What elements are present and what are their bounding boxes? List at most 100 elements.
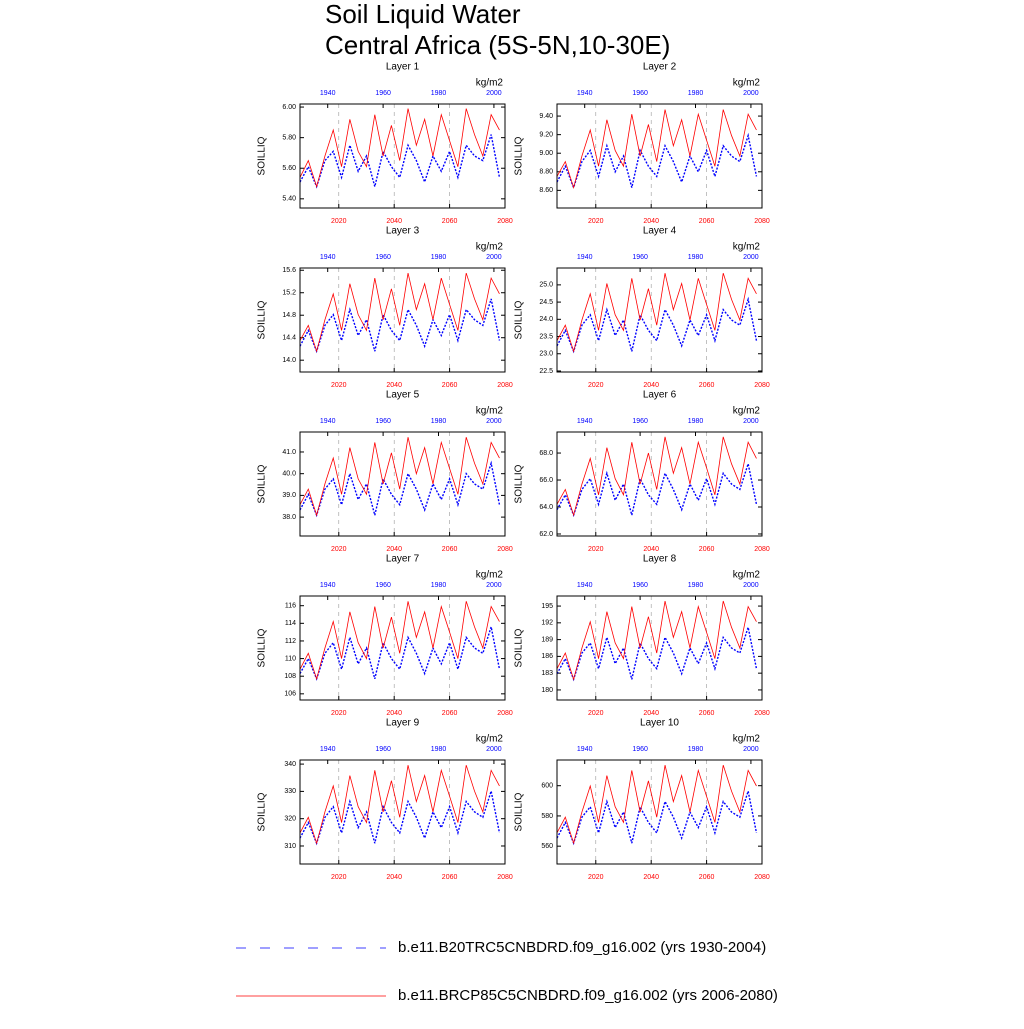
x-tick-label: 2080 (497, 382, 513, 389)
series-line (556, 788, 758, 846)
x-tick-label: 2020 (588, 710, 604, 717)
y-axis-label: SOILLIQ (257, 628, 268, 667)
units-label: kg/m2 (733, 734, 761, 745)
y-axis-label: SOILLIQ (257, 300, 268, 339)
x-tick-label: 2080 (754, 382, 770, 389)
x-tick-label: 2060 (442, 218, 458, 225)
y-tick-label: 8.80 (539, 169, 553, 176)
figure-subtitle: Central Africa (5S-5N,10-30E) (325, 30, 670, 60)
x2-tick-label: 1960 (632, 90, 648, 97)
series-line (299, 790, 501, 846)
series-line (556, 600, 757, 681)
x-tick-label: 2020 (331, 874, 347, 881)
y-tick-label: 14.0 (282, 357, 296, 364)
x2-tick-label: 1980 (431, 254, 447, 261)
x2-tick-label: 2000 (743, 418, 759, 425)
x-tick-label: 2020 (588, 218, 604, 225)
plot-frame (299, 759, 506, 865)
x-tick-label: 2080 (754, 546, 770, 553)
y-axis-label: SOILLIQ (514, 136, 525, 175)
x2-tick-label: 2000 (743, 90, 759, 97)
x2-tick-label: 1960 (375, 418, 391, 425)
y-tick-label: 330 (284, 788, 296, 795)
series-line (299, 765, 500, 845)
y-tick-label: 340 (284, 761, 296, 768)
panel-title: Layer 7 (386, 554, 420, 565)
x-tick-label: 2080 (497, 710, 513, 717)
y-tick-label: 112 (285, 638, 296, 645)
x2-tick-label: 1960 (632, 746, 648, 753)
x-tick-label: 2060 (699, 382, 715, 389)
x2-tick-label: 1980 (688, 418, 704, 425)
y-tick-label: 41.0 (282, 449, 296, 456)
y-tick-label: 580 (541, 813, 553, 820)
x2-tick-label: 1980 (688, 746, 704, 753)
plot-frame (299, 267, 506, 373)
y-tick-label: 5.40 (282, 196, 296, 203)
x-tick-label: 2040 (643, 874, 659, 881)
y-tick-label: 186 (541, 653, 553, 660)
units-label: kg/m2 (476, 78, 504, 89)
y-tick-label: 14.4 (282, 335, 296, 342)
x-tick-label: 2080 (754, 218, 770, 225)
y-tick-label: 25.0 (539, 282, 553, 289)
y-tick-label: 9.20 (539, 131, 553, 138)
figure-title: Soil Liquid Water (325, 0, 521, 29)
plot-frame (556, 759, 763, 865)
series-line (556, 296, 758, 354)
x2-tick-label: 1940 (577, 582, 593, 589)
x-tick-label: 2040 (386, 546, 402, 553)
y-tick-label: 68.0 (539, 450, 553, 457)
y-tick-label: 560 (541, 843, 553, 850)
x2-tick-label: 1940 (577, 90, 593, 97)
x2-tick-label: 1960 (632, 418, 648, 425)
x2-tick-label: 2000 (486, 582, 502, 589)
y-tick-label: 110 (285, 655, 296, 662)
x2-tick-label: 1940 (320, 746, 336, 753)
y-tick-label: 8.60 (539, 187, 553, 194)
x2-tick-label: 2000 (486, 254, 502, 261)
series-line (556, 436, 757, 517)
y-axis-label: SOILLIQ (514, 300, 525, 339)
x-tick-label: 2060 (699, 546, 715, 553)
x2-tick-label: 2000 (743, 582, 759, 589)
y-tick-label: 15.6 (282, 267, 296, 274)
series-line (556, 273, 757, 353)
y-axis-label: SOILLIQ (257, 136, 268, 175)
x2-tick-label: 1940 (577, 254, 593, 261)
y-tick-label: 9.40 (539, 113, 553, 120)
legend-label: b.e11.BRCP85C5CNBDRD.f09_g16.002 (yrs 20… (398, 987, 778, 1004)
plot-frame (556, 267, 763, 373)
x-tick-label: 2040 (386, 874, 402, 881)
x-tick-label: 2020 (588, 546, 604, 553)
x2-tick-label: 2000 (743, 746, 759, 753)
series-line (299, 626, 501, 681)
x2-tick-label: 1980 (431, 746, 447, 753)
y-tick-label: 183 (541, 670, 553, 677)
y-tick-label: 108 (284, 673, 296, 680)
x2-tick-label: 1940 (577, 746, 593, 753)
panel-title: Layer 3 (386, 226, 420, 237)
y-tick-label: 180 (541, 687, 553, 694)
x-tick-label: 2040 (386, 710, 402, 717)
x2-tick-label: 2000 (486, 746, 502, 753)
y-tick-label: 310 (284, 843, 296, 850)
y-tick-label: 23.0 (539, 351, 553, 358)
x-tick-label: 2080 (497, 546, 513, 553)
panel-title: Layer 5 (386, 390, 420, 401)
plot-frame (299, 431, 506, 537)
panel-title: Layer 1 (386, 62, 420, 73)
panel-title: Layer 2 (643, 62, 677, 73)
panel-title: Layer 6 (643, 390, 677, 401)
series-line (299, 437, 500, 517)
x2-tick-label: 1980 (431, 418, 447, 425)
plot-frame (299, 103, 506, 209)
x2-tick-label: 1960 (375, 746, 391, 753)
series-line (299, 108, 500, 189)
x-tick-label: 2020 (331, 218, 347, 225)
x2-tick-label: 1940 (320, 254, 336, 261)
series-line (299, 272, 500, 353)
y-tick-label: 14.8 (282, 312, 296, 319)
x-tick-label: 2020 (331, 710, 347, 717)
